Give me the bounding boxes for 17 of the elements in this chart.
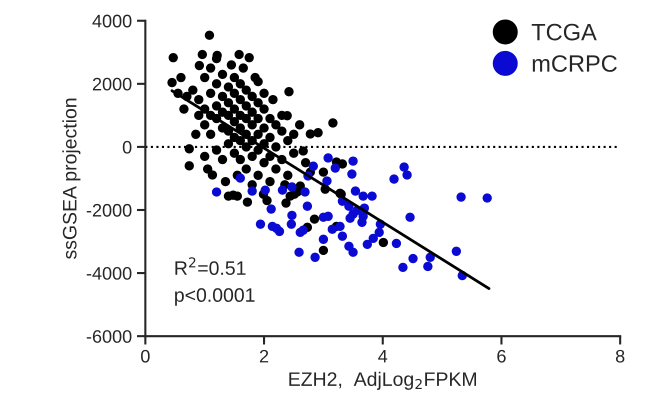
annotation: R$^{2}$=0.51 [175,257,246,275]
x-tick-label: 0 [141,350,150,363]
y-tick-label: 2000 [92,78,132,91]
x-tick-label: 2 [260,350,268,362]
y-tick-label: 0 [122,140,132,154]
x-tick-label: 4 [378,350,388,362]
y-axis-title: ssGSEA projection [62,98,80,259]
legend-label: TCGA [532,24,597,40]
x-tick-label: 6 [497,350,506,363]
y-tick-label: -6000 [86,330,132,343]
x-axis-title: EZH2, AdjLog$_{2}$FPKM [289,372,476,390]
annotation: p<0.0001 [175,288,255,306]
y-tick-label: 4000 [92,14,132,28]
legend-label: mCRPC [532,55,617,72]
y-tick-label: -4000 [86,267,132,280]
x-tick-label: 8 [616,350,624,363]
y-tick-label: -2000 [86,204,132,217]
